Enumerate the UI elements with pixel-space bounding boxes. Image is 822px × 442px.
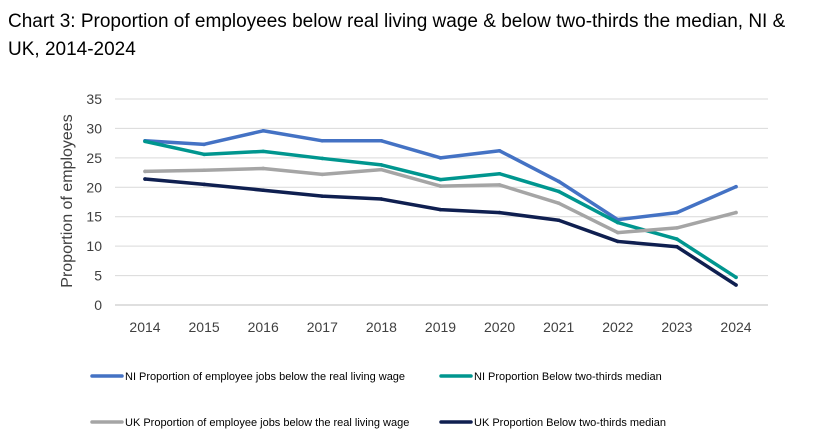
data-point bbox=[616, 220, 620, 225]
legend-item: NI Proportion of employee jobs below the… bbox=[90, 371, 405, 383]
data-point bbox=[320, 194, 325, 198]
y-tick-label: 5 bbox=[94, 268, 102, 284]
y-tick-label: 25 bbox=[86, 150, 102, 166]
x-tick-label: 2016 bbox=[248, 319, 279, 335]
data-point bbox=[261, 149, 266, 154]
y-axis-label: Proportion of employees bbox=[59, 114, 76, 287]
data-point bbox=[734, 184, 738, 189]
data-point bbox=[320, 156, 325, 161]
legend-label: UK Proportion of employee jobs below the… bbox=[125, 417, 409, 429]
x-tick-label: 2014 bbox=[129, 319, 160, 335]
y-tick-label: 30 bbox=[86, 120, 102, 136]
data-point bbox=[675, 210, 679, 215]
data-point bbox=[734, 210, 738, 215]
data-point bbox=[497, 148, 502, 153]
x-tick-label: 2021 bbox=[543, 319, 574, 335]
y-tick-label: 0 bbox=[94, 297, 102, 313]
x-tick-label: 2020 bbox=[484, 319, 515, 335]
data-point bbox=[616, 239, 620, 244]
x-tick-label: 2015 bbox=[189, 319, 220, 335]
y-tick-label: 35 bbox=[86, 91, 102, 107]
legend-label: NI Proportion of employee jobs below the… bbox=[125, 371, 405, 383]
x-tick-label: 2023 bbox=[661, 319, 692, 335]
data-point bbox=[379, 197, 384, 201]
data-point bbox=[379, 138, 384, 143]
legend-label: NI Proportion Below two-thirds median bbox=[474, 371, 662, 383]
data-point bbox=[202, 142, 206, 147]
data-point bbox=[438, 177, 443, 182]
data-point bbox=[261, 188, 266, 193]
data-point bbox=[202, 152, 206, 157]
data-point bbox=[202, 168, 206, 173]
y-tick-label: 10 bbox=[86, 238, 102, 254]
x-tick-label: 2018 bbox=[366, 319, 397, 335]
x-tick-label: 2017 bbox=[307, 319, 338, 335]
x-tick-label: 2022 bbox=[602, 319, 633, 335]
data-point bbox=[438, 184, 443, 188]
y-tick-label: 15 bbox=[86, 209, 102, 225]
x-tick-label: 2019 bbox=[425, 319, 456, 335]
data-point bbox=[438, 156, 443, 160]
data-point bbox=[320, 172, 325, 177]
chart-title: Chart 3: Proportion of employees below r… bbox=[8, 11, 786, 60]
data-point bbox=[438, 207, 443, 212]
data-point bbox=[379, 163, 384, 167]
data-point bbox=[497, 171, 502, 176]
legend-item: NI Proportion Below two-thirds median bbox=[439, 371, 662, 383]
data-point bbox=[202, 182, 206, 187]
data-point bbox=[675, 244, 679, 249]
data-point bbox=[143, 177, 147, 181]
data-point bbox=[556, 201, 561, 205]
data-point bbox=[497, 210, 502, 215]
data-point bbox=[261, 128, 266, 133]
y-tick-label: 20 bbox=[86, 179, 102, 195]
x-tick-label: 2024 bbox=[720, 319, 751, 335]
data-point bbox=[675, 237, 679, 241]
data-point bbox=[143, 139, 147, 144]
data-point bbox=[556, 218, 561, 223]
legend-item: UK Proportion of employee jobs below the… bbox=[90, 417, 409, 429]
data-point bbox=[675, 226, 679, 230]
legend-item: UK Proportion Below two-thirds median bbox=[439, 417, 666, 429]
data-point bbox=[379, 167, 384, 172]
data-point bbox=[556, 189, 561, 194]
data-point bbox=[734, 283, 738, 287]
data-point bbox=[734, 275, 738, 280]
data-point bbox=[320, 138, 325, 143]
data-point bbox=[616, 230, 620, 235]
series-line-1 bbox=[143, 129, 738, 222]
data-point bbox=[497, 183, 502, 187]
data-point bbox=[556, 179, 561, 184]
data-point bbox=[261, 166, 266, 171]
data-point bbox=[143, 169, 147, 174]
legend-label: UK Proportion Below two-thirds median bbox=[474, 417, 666, 429]
